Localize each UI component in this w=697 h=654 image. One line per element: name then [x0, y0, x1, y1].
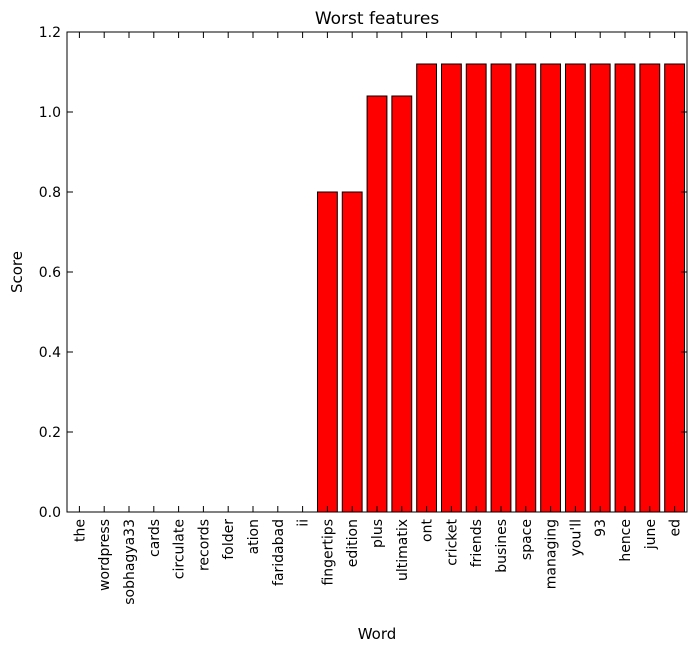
- x-tick-label-8: faridabad: [271, 519, 287, 586]
- x-tick-label-24: ed: [668, 519, 684, 537]
- bar-12: [366, 95, 388, 513]
- x-tick-label-4: circulate: [172, 519, 188, 579]
- bar-18: [515, 63, 537, 513]
- y-tick-label-4: 0.8: [39, 185, 61, 201]
- ticks-layer: 0.0 0.2 0.4 0.6 0.8 1.0 1.2 the wordpress sobhagy…: [39, 25, 687, 605]
- bar-13: [391, 95, 413, 513]
- x-tick-label-22: hence: [618, 519, 634, 562]
- y-tick-label-5: 1.0: [39, 105, 61, 121]
- chart-title: Worst features: [315, 9, 440, 29]
- bar-21: [589, 63, 611, 513]
- x-tick-label-0: the: [72, 519, 88, 542]
- x-tick-label-18: space: [519, 519, 535, 560]
- bar-14: [416, 63, 438, 513]
- x-tick-label-17: busines: [494, 519, 510, 573]
- x-tick-label-3: cards: [147, 519, 163, 557]
- bar-19: [540, 63, 562, 513]
- y-tick-label-0: 0.0: [39, 505, 61, 521]
- x-axis-title: Word: [358, 625, 397, 643]
- bar-16: [465, 63, 487, 513]
- bar-24: [664, 63, 686, 513]
- y-axis-title: Score: [8, 251, 26, 293]
- x-tick-label-16: friends: [469, 519, 485, 567]
- x-tick-label-14: ont: [420, 518, 436, 541]
- x-tick-label-21: 93: [593, 519, 609, 537]
- y-tick-label-2: 0.4: [39, 345, 61, 361]
- x-tick-label-19: managing: [544, 519, 560, 589]
- y-tick-label-1: 0.2: [39, 425, 61, 441]
- bars-layer: [316, 63, 686, 513]
- bar-10: [316, 191, 338, 513]
- x-tick-label-1: wordpress: [97, 519, 113, 591]
- x-tick-label-13: ultimatix: [395, 519, 411, 581]
- bar-11: [341, 191, 363, 513]
- x-tick-label-12: plus: [370, 519, 386, 548]
- x-tick-label-2: sobhagya33: [122, 519, 138, 605]
- bar-22: [614, 63, 636, 513]
- x-tick-label-20: you'll: [568, 519, 584, 556]
- x-tick-label-11: edition: [345, 519, 361, 567]
- x-tick-label-6: folder: [221, 519, 237, 560]
- x-tick-label-9: ii: [296, 519, 312, 527]
- x-tick-label-23: june: [643, 519, 659, 550]
- bar-23: [639, 63, 661, 513]
- bar-17: [490, 63, 512, 513]
- bar-20: [564, 63, 586, 513]
- x-tick-label-10: fingertips: [320, 519, 336, 586]
- y-tick-label-6: 1.2: [39, 25, 61, 41]
- x-tick-label-5: records: [196, 519, 212, 571]
- x-tick-label-7: ation: [246, 519, 262, 554]
- y-tick-label-3: 0.6: [39, 265, 61, 281]
- bar-15: [440, 63, 462, 513]
- x-tick-label-15: cricket: [444, 519, 460, 566]
